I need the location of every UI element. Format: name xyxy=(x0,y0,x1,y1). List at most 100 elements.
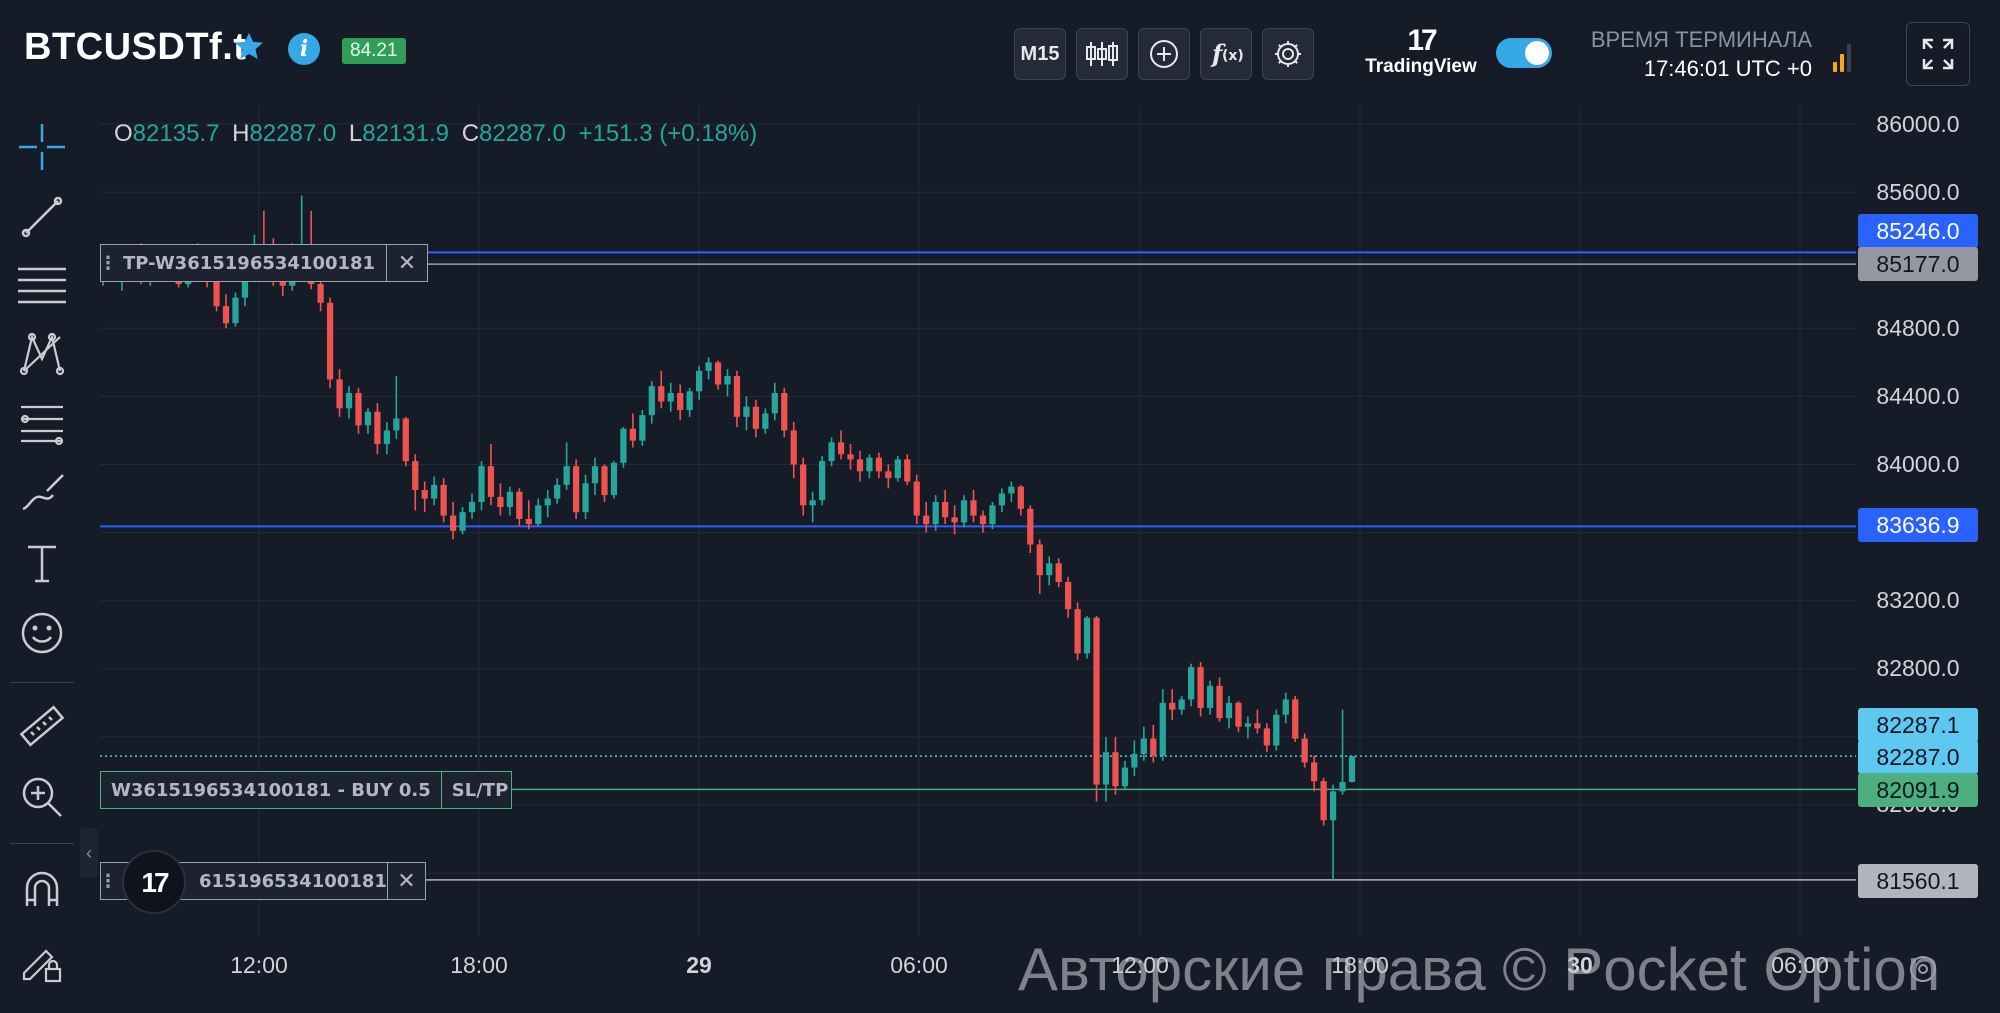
candle-body xyxy=(1348,756,1356,782)
candle-body xyxy=(894,459,901,479)
info-icon[interactable]: i xyxy=(288,33,320,65)
price-tick: 83200.0 xyxy=(1876,587,1960,613)
fib-levels-tool[interactable] xyxy=(14,395,70,451)
pattern-tool[interactable] xyxy=(14,325,70,381)
emoji-icon xyxy=(21,612,63,654)
sl-tp-button[interactable]: SL/TP xyxy=(440,772,518,808)
time-tick: 06:00 xyxy=(890,952,948,978)
candle-body xyxy=(1083,617,1091,654)
candle-body xyxy=(1282,699,1289,715)
candle-body xyxy=(1121,767,1129,787)
price-tick: 86000.0 xyxy=(1876,111,1960,137)
settings-button[interactable] xyxy=(1262,28,1314,80)
candle-body xyxy=(752,406,760,429)
candle-body xyxy=(960,500,968,523)
candles-icon xyxy=(1086,42,1118,66)
candle-body xyxy=(478,466,485,502)
candle-body xyxy=(449,515,457,531)
tp-price-label: 85246.0 xyxy=(1858,214,1978,248)
close-icon[interactable]: ✕ xyxy=(386,245,427,281)
candle-body xyxy=(213,280,220,307)
lock-drawings-tool[interactable] xyxy=(14,933,70,989)
brush-icon xyxy=(22,474,64,511)
candle-body xyxy=(1027,508,1034,545)
ohlc-legend: O82135.7 H82287.0 L82131.9 C82287.0 +151… xyxy=(114,120,758,147)
signal-bars-icon xyxy=(1833,44,1857,72)
candle-body xyxy=(695,370,703,392)
tradingview-logo[interactable]: 17 TradingView xyxy=(1362,26,1480,78)
candle-body xyxy=(951,517,958,523)
candle-body xyxy=(1206,685,1214,708)
candle-body xyxy=(837,442,845,455)
candle-body xyxy=(1225,702,1233,719)
ruler-icon xyxy=(19,705,65,747)
terminal-time: ВРЕМЯ ТЕРМИНАЛА 17:46:01 UTC +0 xyxy=(1590,27,1812,81)
price-tick: 84000.0 xyxy=(1876,451,1960,477)
crosshair-tool[interactable] xyxy=(14,119,70,175)
symbol-title[interactable]: BTCUSDTf.t xyxy=(24,26,247,68)
price-tick: 82800.0 xyxy=(1876,655,1960,681)
chart-type-button[interactable] xyxy=(1076,28,1128,80)
parallel-lines-icon xyxy=(18,267,66,304)
candle-body xyxy=(1329,791,1337,821)
change-value: +151.3 (+0.18%) xyxy=(578,120,758,147)
tradingview-toggle[interactable] xyxy=(1496,38,1552,68)
candle-body xyxy=(1254,723,1261,729)
ruler-tool[interactable] xyxy=(14,699,70,755)
close-icon[interactable]: ✕ xyxy=(386,863,425,899)
candle-body xyxy=(364,411,372,426)
star-icon[interactable] xyxy=(232,30,266,64)
candle-body xyxy=(1112,752,1119,787)
candle-body xyxy=(1169,702,1176,710)
parallel-lines-tool[interactable] xyxy=(14,257,70,313)
candle-body xyxy=(525,518,532,525)
indicators-button[interactable]: f (x) xyxy=(1200,28,1252,80)
candle-body xyxy=(222,306,230,324)
candle-body xyxy=(677,392,684,411)
add-button[interactable] xyxy=(1138,28,1190,80)
time-tick: 12:00 xyxy=(230,952,288,978)
text-tool[interactable] xyxy=(14,535,70,591)
candle-body xyxy=(828,442,835,462)
candle-body xyxy=(601,466,608,496)
candle-body xyxy=(875,457,883,472)
trend-line-tool[interactable] xyxy=(14,189,70,245)
candle-body xyxy=(1301,738,1308,763)
time-tick: 18:00 xyxy=(450,952,508,978)
candle-body xyxy=(591,466,599,484)
brush-tool[interactable] xyxy=(14,465,70,521)
candle-body xyxy=(374,411,381,445)
candle-body xyxy=(610,462,618,496)
candle-body xyxy=(440,484,447,516)
candle-body xyxy=(383,430,390,445)
drag-handle-icon[interactable]: ⋮ xyxy=(99,252,117,274)
settings-corner-icon[interactable] xyxy=(1906,952,1940,986)
price-tick: 84800.0 xyxy=(1876,315,1960,341)
time-tick: 29 xyxy=(686,952,712,978)
emoji-tool[interactable] xyxy=(14,605,70,661)
candle-body xyxy=(497,496,504,508)
candle-body xyxy=(856,459,864,472)
candle-body xyxy=(345,392,353,409)
current-price-label: 82287.0 xyxy=(1858,740,1978,774)
magnet-tool[interactable] xyxy=(14,861,70,917)
candle-body xyxy=(393,418,400,431)
timeframe-button[interactable]: M15 xyxy=(1014,28,1066,80)
price-tick: 84400.0 xyxy=(1876,383,1960,409)
candle-body xyxy=(1178,699,1185,710)
candle-body xyxy=(942,501,949,518)
entry-order[interactable]: W3615196534100181 - BUY 0.5 SL/TP xyxy=(100,771,512,809)
zoom-in-tool[interactable] xyxy=(14,769,70,825)
high-value: 82287.0 xyxy=(249,120,337,147)
tradingview-badge-icon[interactable]: 17 xyxy=(122,850,186,914)
candle-body xyxy=(336,379,343,409)
candle-body xyxy=(1273,714,1280,746)
candle-body xyxy=(970,500,977,516)
candle-body xyxy=(913,481,920,516)
zoom-in-icon xyxy=(22,777,62,817)
take-profit-order[interactable]: ⋮ TP-W3615196534100181 ✕ xyxy=(99,244,428,282)
collapse-toolbar-button[interactable]: ‹ xyxy=(80,828,98,878)
candle-body xyxy=(1017,486,1024,509)
fullscreen-button[interactable] xyxy=(1906,22,1970,86)
drag-handle-icon[interactable]: ⋮ xyxy=(99,870,117,892)
